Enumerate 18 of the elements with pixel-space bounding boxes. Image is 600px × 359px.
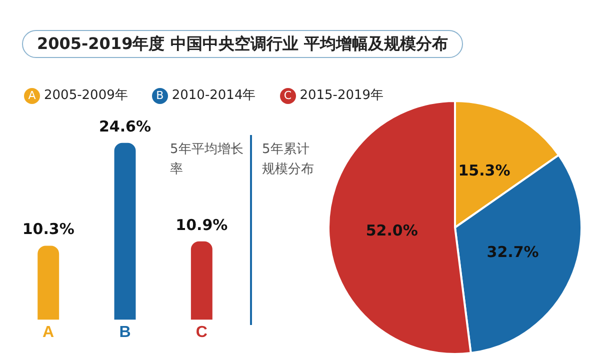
x-tick-label: C <box>196 324 208 341</box>
legend-label: 2015-2019年 <box>300 88 384 103</box>
letter-badge-icon: C <box>280 88 296 104</box>
data-label: 24.6% <box>98 117 152 136</box>
text: 5年累计规模分布 <box>262 141 315 179</box>
chart-title: 2005-2019年度 中国中央空调行业 平均增幅及规模分布 <box>22 30 463 58</box>
x-tick-label: B <box>119 324 131 341</box>
data-label: 10.3% <box>22 220 74 238</box>
legend-label: 2010-2014年 <box>172 88 256 103</box>
data-label: 10.9% <box>176 216 228 234</box>
data-label: 52.0% <box>366 221 418 240</box>
legend-label: 2005-2009年 <box>44 88 128 103</box>
x-tick-label: A <box>42 324 55 341</box>
letter-badge-icon: B <box>152 88 168 104</box>
letter-badge-icon: A <box>24 88 40 104</box>
annotation: 5年平均增长率 <box>170 141 244 179</box>
data-label: 32.7% <box>486 243 539 262</box>
data-label: 15.3% <box>458 161 510 180</box>
